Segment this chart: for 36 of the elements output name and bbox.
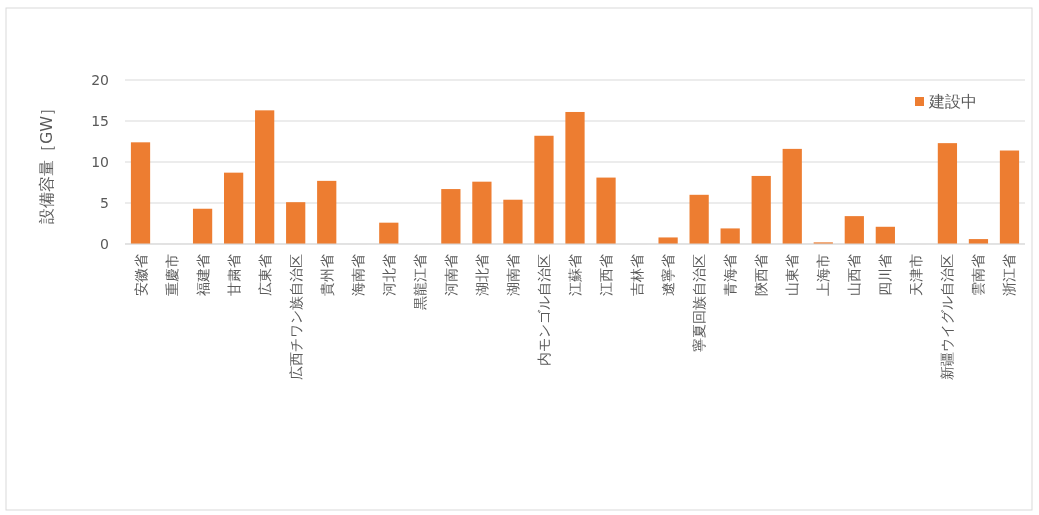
x-tick-label: 上海市 xyxy=(815,254,832,296)
x-tick-label: 湖北省 xyxy=(473,254,490,296)
x-tick-label: 吉林省 xyxy=(629,254,646,296)
y-tick-label: 15 xyxy=(91,113,109,129)
y-tick-label: 5 xyxy=(100,195,109,211)
x-tick-label: 新疆ウイグル自治区 xyxy=(939,254,956,380)
x-tick-label: 江蘇省 xyxy=(567,254,583,296)
x-tick-label: 福建省 xyxy=(194,254,211,296)
x-tick-label: 山西省 xyxy=(846,254,863,296)
x-tick-label: 雲南省 xyxy=(970,254,987,296)
y-axis-title: 設備容量［GW］ xyxy=(37,99,56,225)
y-tick-label: 0 xyxy=(100,236,109,252)
y-tick-label: 20 xyxy=(91,72,109,88)
x-tick-label: 黒龍江省 xyxy=(411,254,428,310)
x-tick-label: 甘粛省 xyxy=(225,254,242,296)
x-tick-label: 海南省 xyxy=(349,254,366,296)
x-tick-label: 内モンゴル自治区 xyxy=(535,254,552,366)
x-tick-label: 遼寧省 xyxy=(660,254,677,296)
y-tick-label: 10 xyxy=(91,154,109,170)
x-tick-label: 天津市 xyxy=(908,254,925,296)
x-tick-label: 寧夏回族自治区 xyxy=(691,254,708,352)
x-tick-label: 貴州省 xyxy=(318,254,335,296)
x-tick-label: 河南省 xyxy=(442,254,459,296)
x-tick-label: 陝西省 xyxy=(753,254,770,296)
x-tick-label: 広西チワン族自治区 xyxy=(287,254,304,380)
x-tick-label: 青海省 xyxy=(722,254,739,296)
x-tick-label: 河北省 xyxy=(380,254,397,296)
x-tick-label: 安徽省 xyxy=(132,254,149,296)
x-tick-label: 浙江省 xyxy=(1001,254,1018,296)
x-tick-label: 四川省 xyxy=(877,254,894,296)
legend-label: 建設中 xyxy=(928,92,977,111)
x-tick-label: 湖南省 xyxy=(504,254,521,296)
x-tick-label: 山東省 xyxy=(784,254,801,296)
x-tick-label: 広東省 xyxy=(256,254,273,296)
x-tick-label: 重慶市 xyxy=(163,254,180,296)
x-tick-label: 江西省 xyxy=(598,254,615,296)
